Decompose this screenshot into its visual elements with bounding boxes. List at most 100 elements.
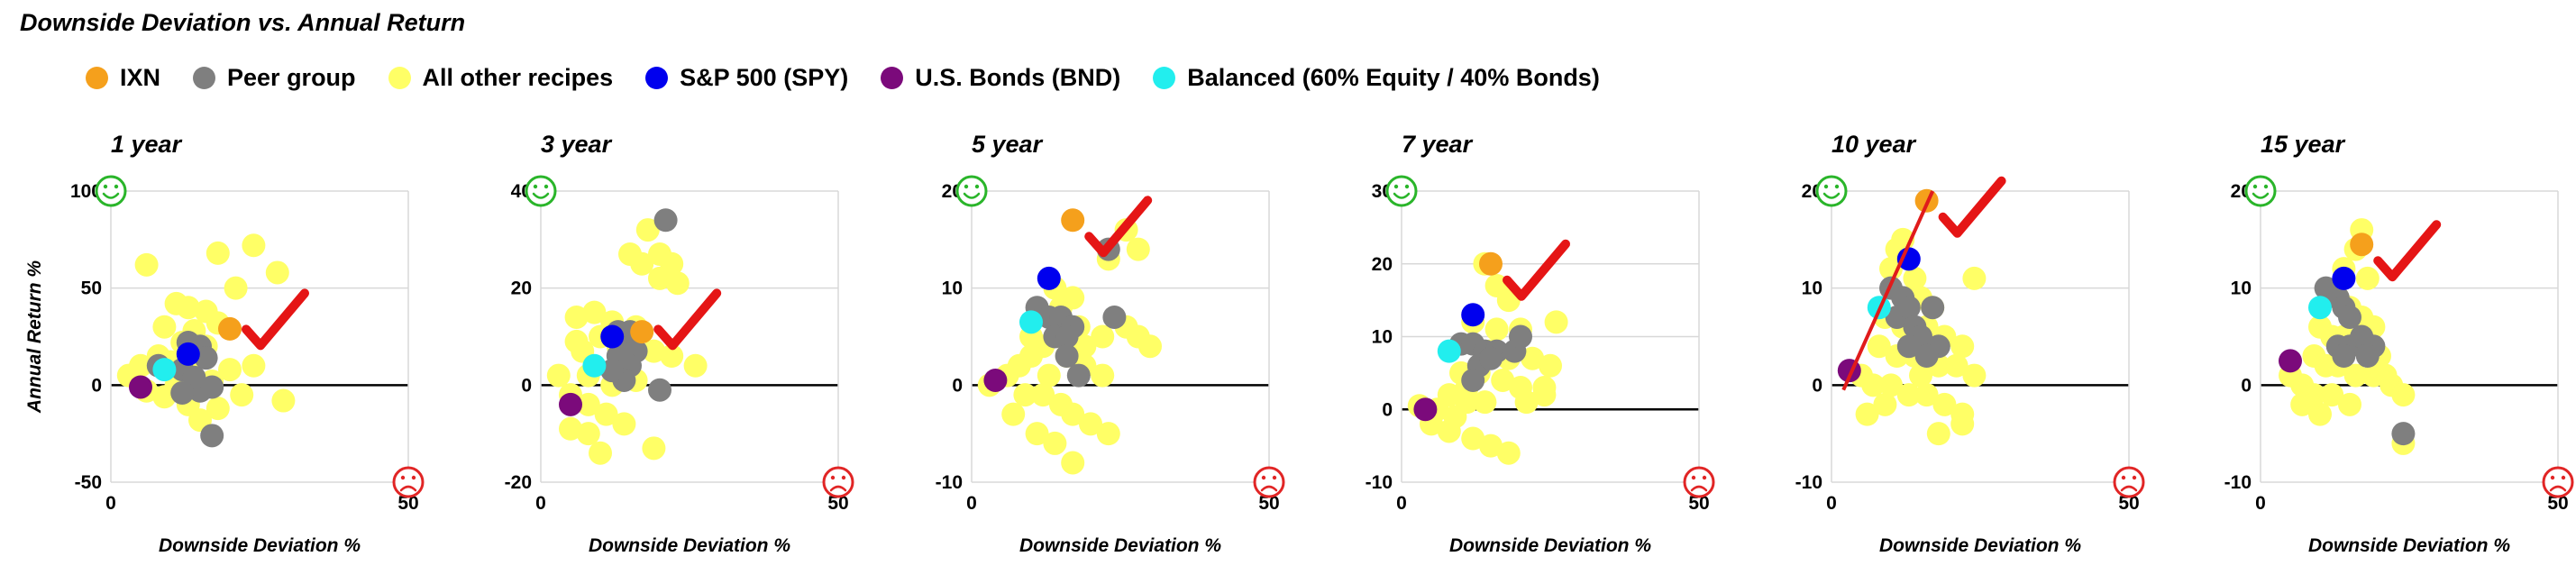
- series-u-s-bonds-bnd: [1413, 397, 1438, 422]
- data-point: [648, 266, 671, 290]
- data-point: [576, 422, 600, 446]
- data-point: [564, 329, 589, 353]
- series-s-p-500-spy: [1037, 266, 1061, 290]
- data-point: [1479, 251, 1503, 276]
- data-point: [653, 208, 678, 233]
- x-tick-label: 50: [1688, 493, 1709, 514]
- y-tick-label: 20: [1372, 254, 1393, 275]
- data-point: [271, 388, 296, 413]
- series-balanced-60-equity-40-bonds: [1437, 339, 1461, 363]
- data-point: [2338, 392, 2361, 416]
- data-point: [683, 353, 708, 378]
- smiley-face-icon: [1385, 175, 1418, 207]
- data-point: [1861, 373, 1886, 397]
- data-point: [152, 358, 177, 382]
- data-point: [1944, 353, 1969, 378]
- data-point: [1473, 390, 1497, 415]
- y-tick-label: 10: [942, 278, 963, 299]
- data-point: [1950, 412, 1975, 436]
- data-point: [1484, 317, 1509, 342]
- series-balanced-60-equity-40-bonds: [1019, 310, 1043, 334]
- x-tick-label: 0: [535, 493, 546, 514]
- data-point: [600, 359, 625, 383]
- x-axis-title: Downside Deviation %: [159, 535, 361, 556]
- data-point: [1437, 419, 1461, 443]
- series-s-p-500-spy: [2332, 266, 2356, 290]
- series-ixn: [630, 320, 654, 344]
- data-point: [1855, 402, 1879, 426]
- series-ixn: [1479, 251, 1503, 276]
- data-point: [2308, 296, 2332, 320]
- legend-ixn-label: IXN: [120, 63, 161, 91]
- data-point: [1461, 303, 1485, 327]
- x-tick-label: 0: [1396, 493, 1407, 514]
- series-u-s-bonds-bnd: [983, 368, 1008, 392]
- data-point: [1091, 363, 1115, 388]
- data-point: [134, 252, 159, 277]
- data-point: [176, 342, 200, 366]
- red-checkmark-icon: [2373, 220, 2442, 282]
- data-point: [1921, 296, 1945, 320]
- data-point: [635, 218, 660, 242]
- data-point: [242, 233, 266, 258]
- series-u-s-bonds-bnd: [129, 375, 152, 399]
- chart-title: 10 year: [1832, 131, 1917, 158]
- data-point: [1013, 383, 1037, 407]
- data-point: [1873, 392, 1897, 416]
- smiley-face-icon: [955, 175, 988, 207]
- data-point: [242, 353, 266, 378]
- data-point: [1001, 402, 1026, 426]
- data-point: [1025, 422, 1049, 446]
- series-balanced-60-equity-40-bonds: [2308, 296, 2332, 320]
- data-point: [1461, 368, 1485, 392]
- series-s-p-500-spy: [1461, 303, 1485, 327]
- data-point: [1509, 324, 1532, 349]
- data-point: [2332, 344, 2356, 369]
- data-point: [218, 358, 242, 382]
- data-point: [983, 368, 1008, 392]
- data-point: [1479, 434, 1503, 458]
- data-point: [582, 300, 607, 324]
- data-point: [642, 339, 666, 363]
- data-point: [2338, 305, 2361, 329]
- data-point: [1037, 363, 1061, 388]
- data-point: [1043, 431, 1067, 455]
- data-point: [2343, 363, 2368, 388]
- data-point: [152, 315, 177, 339]
- x-tick-label: 0: [966, 493, 977, 514]
- data-point: [170, 380, 195, 405]
- data-point: [612, 412, 636, 436]
- data-point: [1896, 334, 1921, 359]
- data-point: [1496, 441, 1521, 465]
- red-checkmark-icon: [1503, 239, 1570, 301]
- data-point: [230, 383, 254, 407]
- y-tick-label: 100: [70, 181, 102, 202]
- legend-peer-group: Peer group: [193, 64, 356, 92]
- data-point: [194, 346, 218, 370]
- data-point: [218, 316, 242, 341]
- legend-all-other-recipes-label: All other recipes: [422, 63, 614, 91]
- data-point: [1962, 266, 1987, 290]
- y-tick-label: 0: [2241, 375, 2252, 396]
- data-point: [1514, 390, 1539, 415]
- page-title: Downside Deviation vs. Annual Return: [20, 9, 466, 36]
- data-point: [1544, 310, 1568, 334]
- x-tick-label: 50: [827, 493, 848, 514]
- chart-title: 1 year: [111, 131, 183, 158]
- data-point: [1091, 324, 1115, 349]
- data-point: [1879, 373, 1903, 397]
- data-point: [594, 402, 618, 426]
- data-point: [564, 305, 589, 329]
- y-tick-label: -10: [1795, 472, 1822, 493]
- chart-title: 5 year: [972, 131, 1044, 158]
- frowny-face-icon: [392, 466, 425, 498]
- data-point: [2308, 402, 2332, 426]
- data-point: [129, 375, 152, 399]
- series-ixn: [2350, 233, 2374, 257]
- y-tick-label: 0: [952, 375, 963, 396]
- y-tick-label: 0: [1812, 375, 1822, 396]
- frowny-face-icon: [822, 466, 854, 498]
